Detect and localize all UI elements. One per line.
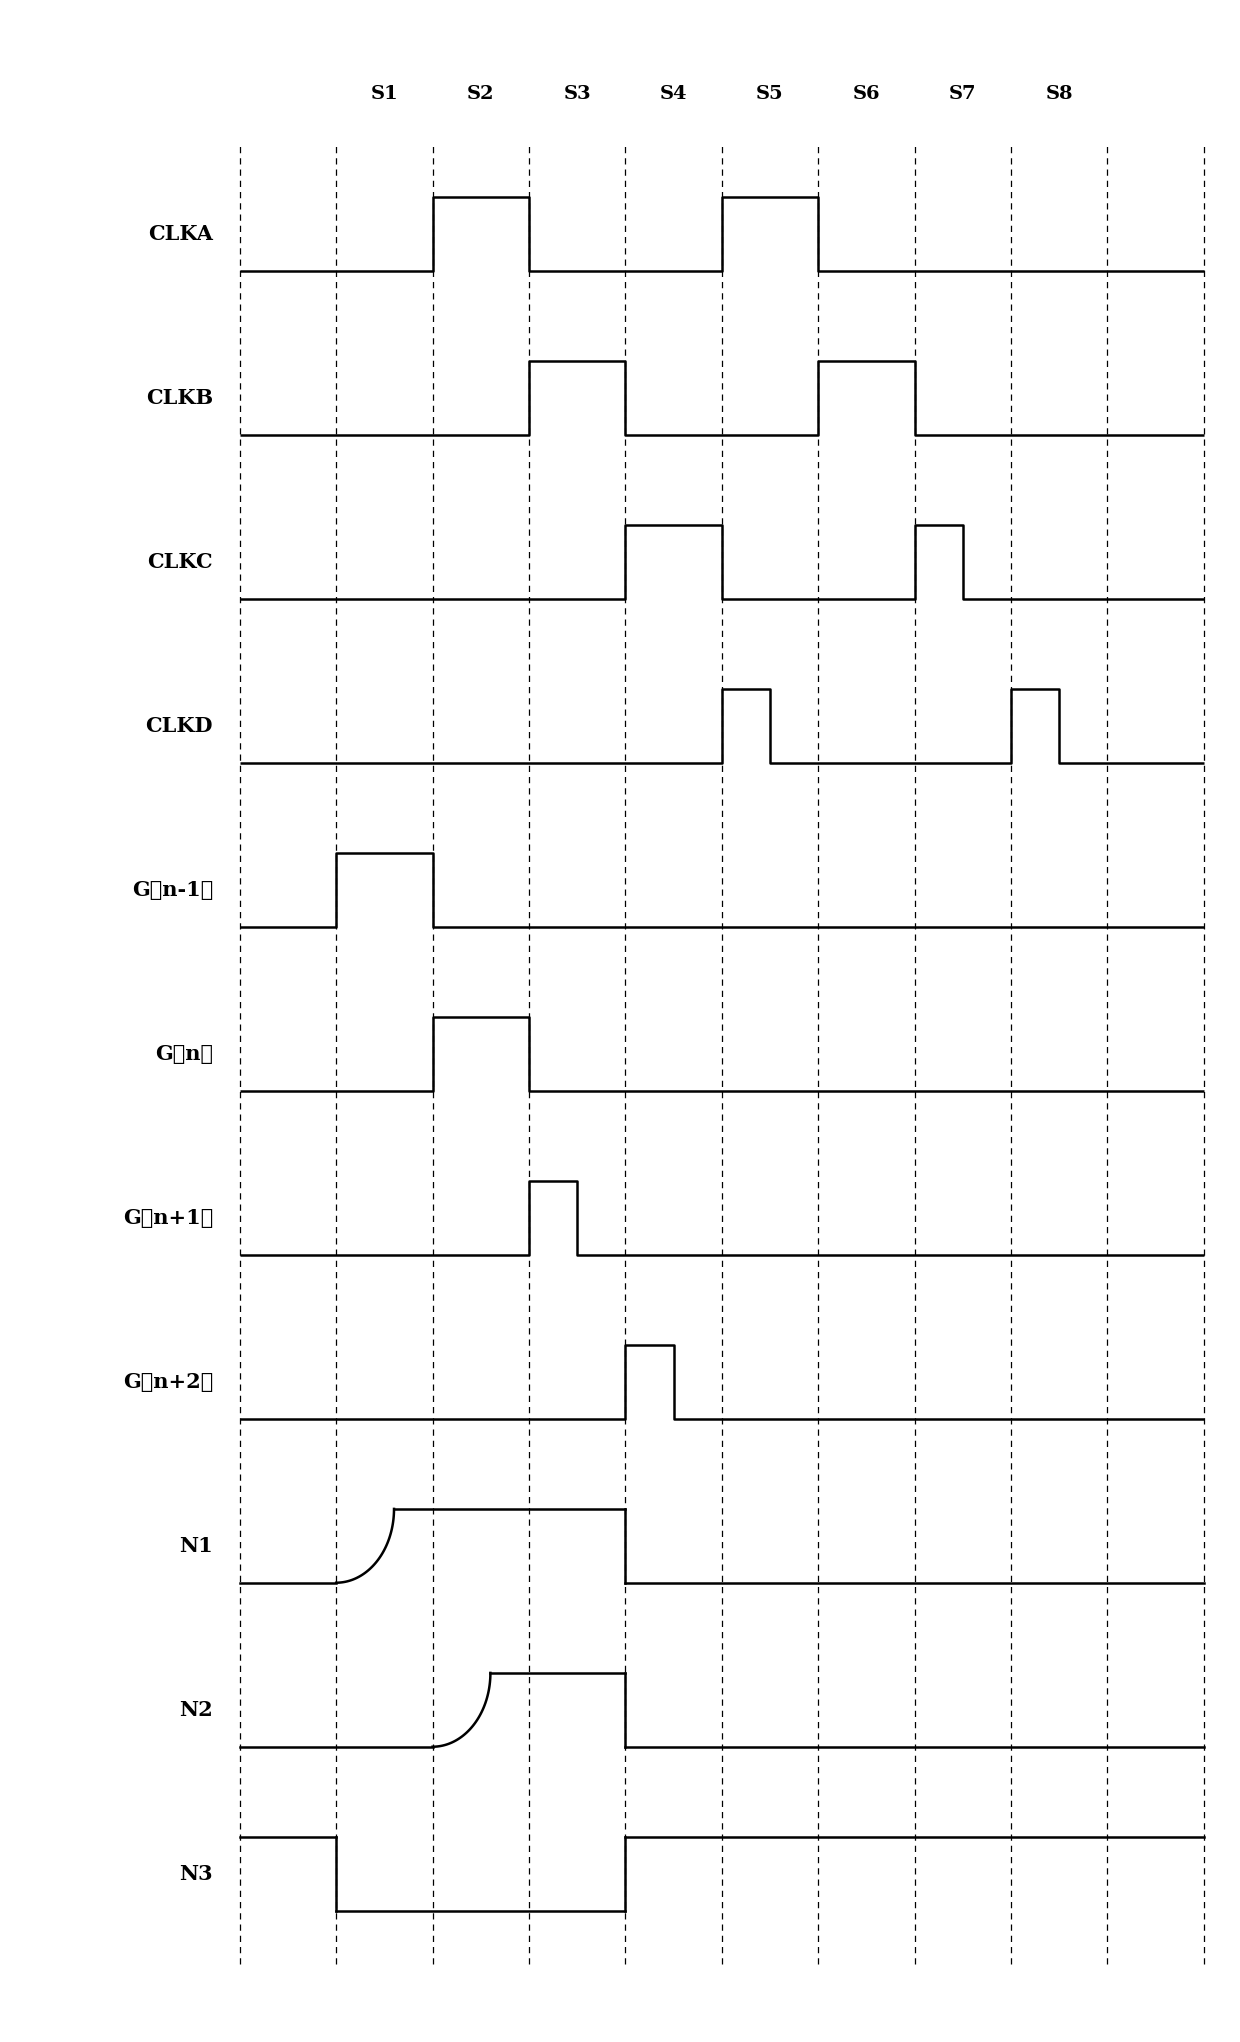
Text: S7: S7 bbox=[949, 84, 976, 102]
Text: S4: S4 bbox=[660, 84, 687, 102]
Text: CLKB: CLKB bbox=[146, 388, 213, 408]
Text: S5: S5 bbox=[756, 84, 784, 102]
Text: S8: S8 bbox=[1045, 84, 1073, 102]
Text: S2: S2 bbox=[467, 84, 495, 102]
Text: S1: S1 bbox=[371, 84, 398, 102]
Text: N1: N1 bbox=[180, 1536, 213, 1556]
Text: N3: N3 bbox=[180, 1864, 213, 1885]
Text: G（n+1）: G（n+1） bbox=[123, 1207, 213, 1227]
Text: G（n-1）: G（n-1） bbox=[131, 880, 213, 901]
Text: CLKD: CLKD bbox=[145, 717, 213, 735]
Text: N2: N2 bbox=[180, 1699, 213, 1719]
Text: CLKA: CLKA bbox=[148, 225, 213, 243]
Text: G（n）: G（n） bbox=[155, 1043, 213, 1064]
Text: CLKC: CLKC bbox=[148, 551, 213, 572]
Text: S3: S3 bbox=[563, 84, 591, 102]
Text: G（n+2）: G（n+2） bbox=[123, 1372, 213, 1393]
Text: S6: S6 bbox=[853, 84, 880, 102]
